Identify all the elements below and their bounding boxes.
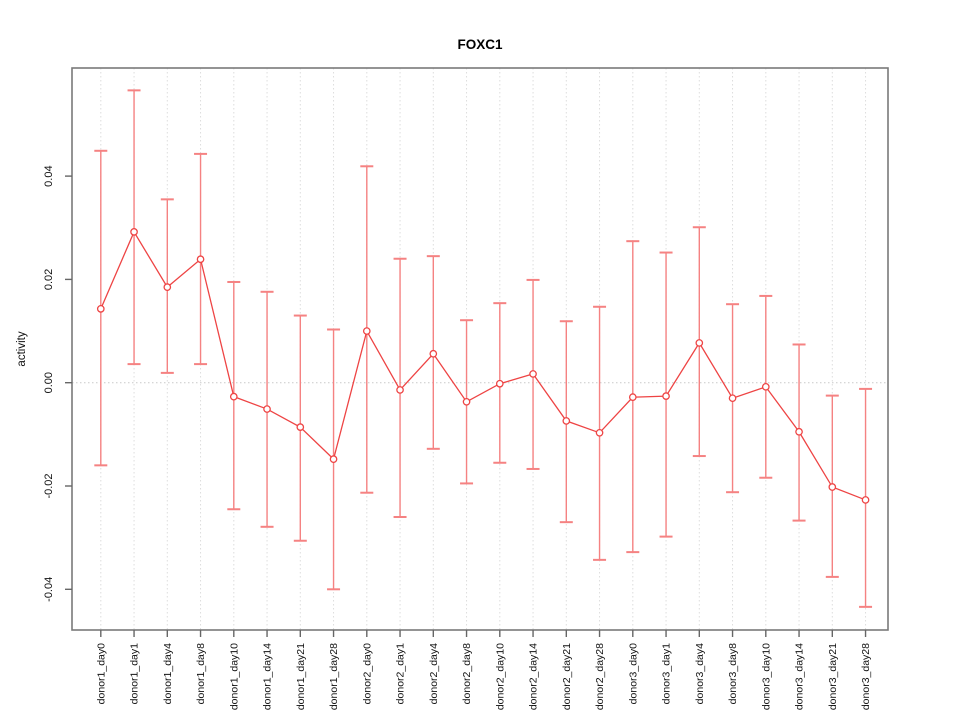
data-point	[695, 339, 704, 347]
y-tick-label: -0.04	[43, 577, 55, 602]
data-point	[529, 370, 537, 378]
x-tick-label: donor2_day14	[528, 643, 540, 710]
data-point	[795, 427, 803, 436]
y-axis: 0.04 0.02 0.00 -0.02 -0.04	[43, 165, 72, 602]
data-point	[562, 417, 571, 425]
data-point	[462, 397, 471, 406]
data-point	[196, 255, 205, 264]
data-point	[396, 386, 404, 394]
x-tick-label: donor3_day10	[760, 643, 772, 710]
x-tick-label: donor3_day28	[860, 643, 872, 710]
data-point	[662, 392, 670, 400]
data-point	[861, 496, 870, 504]
x-tick-label: donor2_day1	[395, 643, 407, 704]
x-tick-label: donor3_day1	[661, 643, 673, 704]
x-tick-label: donor1_day14	[262, 643, 274, 710]
x-tick-label: donor3_day0	[627, 643, 639, 704]
x-tick-label: donor2_day28	[594, 643, 606, 710]
data-point	[595, 428, 604, 437]
data-point	[296, 423, 305, 431]
chart-title: FOXC1	[457, 37, 503, 52]
x-tick-label: donor2_day21	[561, 643, 573, 710]
x-tick-label: donor1_day1	[129, 643, 141, 704]
data-point	[761, 382, 770, 391]
x-tick-label: donor2_day10	[494, 643, 506, 710]
y-tick-label: -0.02	[43, 473, 55, 498]
data-point	[495, 379, 504, 388]
data-point	[828, 483, 837, 491]
data-point	[229, 392, 238, 401]
x-tick-label: donor1_day8	[195, 643, 207, 704]
series-line	[100, 230, 866, 501]
x-tick-label: donor1_day0	[95, 643, 107, 704]
gridlines	[100, 68, 867, 630]
data-point	[362, 327, 371, 335]
data-point	[263, 405, 271, 413]
x-tick-label: donor3_day4	[694, 643, 706, 704]
y-tick-label: 0.02	[43, 269, 55, 290]
x-tick-label: donor3_day8	[727, 643, 739, 704]
plot-border	[71, 67, 889, 631]
x-tick-label: donor2_day8	[461, 643, 473, 704]
data-point	[728, 394, 737, 403]
y-tick-label: 0.04	[43, 165, 55, 186]
data-point	[96, 304, 105, 313]
x-tick-label: donor1_day10	[228, 643, 240, 710]
data-points	[96, 228, 870, 504]
y-tick-label: 0.00	[43, 372, 55, 393]
x-tick-label: donor1_day28	[328, 643, 340, 710]
data-point	[628, 393, 637, 402]
x-tick-label: donor1_day21	[295, 643, 307, 710]
x-tick-label: donor3_day14	[794, 643, 806, 710]
data-point	[130, 228, 138, 236]
error-bars	[94, 89, 873, 608]
x-tick-label: donor2_day0	[361, 643, 373, 704]
series-polyline	[100, 230, 866, 501]
x-tick-label: donor2_day4	[428, 643, 440, 704]
data-point	[429, 349, 438, 358]
data-point	[163, 283, 172, 291]
y-axis-title: activity	[16, 331, 28, 366]
plot-box	[71, 67, 889, 631]
x-axis: donor1_day0 donor1_day1 donor1_day4 donor1_…	[95, 630, 872, 710]
data-point	[329, 455, 338, 463]
x-tick-label: donor1_day4	[162, 643, 174, 704]
x-tick-label: donor3_day21	[827, 643, 839, 710]
